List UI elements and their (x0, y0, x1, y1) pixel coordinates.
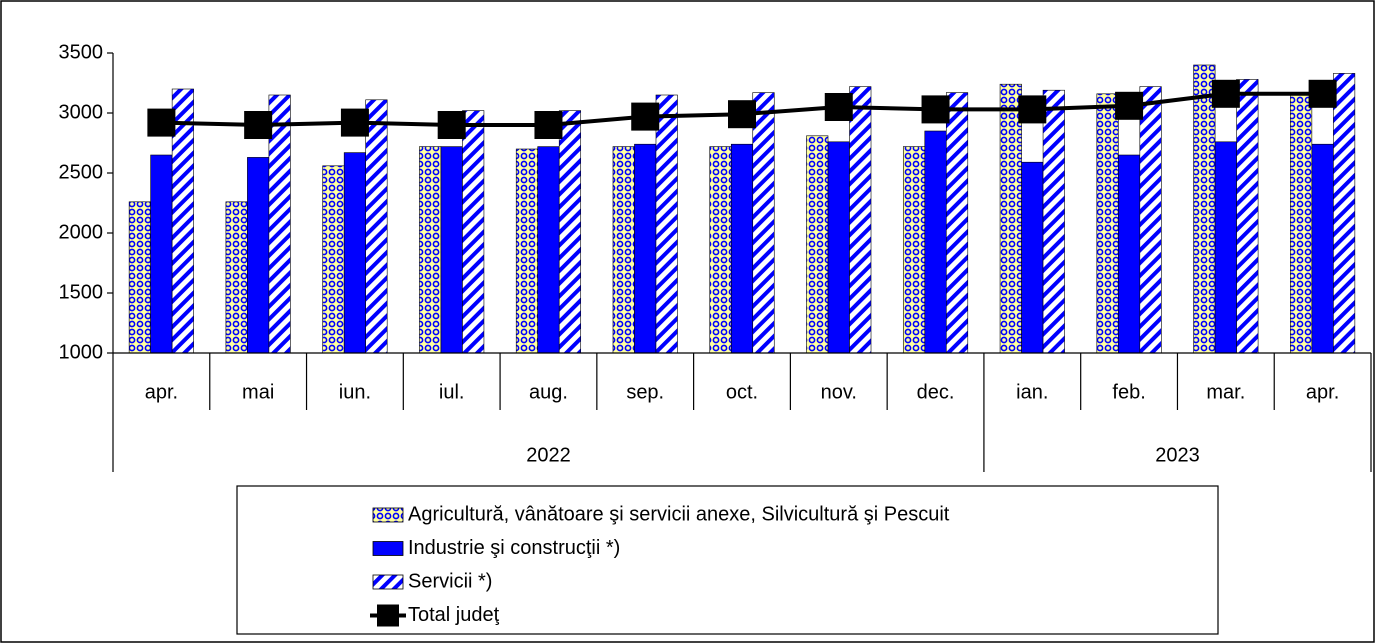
bar (322, 165, 345, 354)
legend-swatch (377, 604, 399, 627)
bar (1021, 161, 1044, 354)
x-tick-label: feb. (1112, 381, 1145, 403)
bar (612, 146, 635, 354)
bar (343, 152, 366, 354)
bar (709, 146, 732, 354)
bar (440, 146, 463, 354)
legend-label: Total judeţ (408, 604, 500, 626)
bar (730, 143, 754, 354)
bar (655, 94, 678, 354)
bar (827, 141, 850, 354)
y-tick-label: 1000 (59, 341, 104, 363)
line-marker (1211, 79, 1240, 108)
legend-label: Servicii *) (408, 570, 492, 592)
x-tick-label: iul. (439, 381, 465, 403)
bar (1333, 73, 1356, 354)
line-marker (921, 95, 950, 124)
x-tick-label: mar. (1206, 381, 1245, 403)
legend-swatch (372, 574, 404, 590)
legend-label: Agricultură, vânătoare şi servicii anexe… (408, 503, 950, 525)
line-marker (728, 100, 756, 129)
line-marker (824, 93, 853, 121)
x-tick-label: aug. (529, 381, 568, 403)
line-marker (631, 102, 660, 131)
bar (849, 86, 872, 354)
bar (247, 157, 270, 354)
bar (128, 201, 151, 354)
bar (558, 110, 582, 354)
bar (225, 201, 248, 354)
bar (1311, 143, 1334, 354)
line-marker (244, 111, 273, 139)
year-label: 2023 (1155, 444, 1200, 466)
bar (365, 99, 388, 354)
bar (924, 130, 947, 354)
bar (1042, 89, 1065, 354)
y-tick-label: 1500 (59, 281, 104, 303)
y-tick-label: 2500 (59, 161, 104, 183)
x-tick-label: apr. (145, 381, 178, 403)
bar (150, 154, 173, 354)
x-tick-label: iun. (339, 381, 371, 403)
bar (806, 135, 829, 354)
x-tick-label: oct. (726, 381, 758, 403)
x-tick-label: dec. (917, 381, 955, 403)
bar (462, 110, 485, 354)
x-tick-label: nov. (821, 381, 857, 403)
bar (945, 92, 969, 354)
line-marker (1308, 79, 1337, 108)
bar (999, 83, 1022, 354)
y-tick-label: 3000 (59, 101, 104, 123)
line-marker (1115, 91, 1144, 120)
bar (1096, 93, 1119, 354)
legend-swatch (372, 507, 404, 523)
bar (902, 146, 926, 354)
y-tick-label: 3500 (59, 41, 104, 63)
x-tick-label: mai (242, 381, 274, 403)
y-tick-label: 2000 (59, 221, 104, 243)
line-marker (534, 111, 563, 139)
bar (1139, 86, 1162, 354)
bar (537, 146, 560, 354)
bar (515, 148, 539, 354)
x-tick-label: ian. (1016, 381, 1048, 403)
bar (752, 92, 775, 354)
bar (419, 146, 442, 354)
line-marker (1018, 95, 1047, 124)
bar (1118, 154, 1141, 354)
bar (1193, 64, 1216, 354)
line-marker (437, 111, 466, 139)
legend-label: Industrie şi construcţii *) (408, 537, 620, 559)
bar (1290, 92, 1313, 354)
x-tick-label: sep. (626, 381, 664, 403)
x-tick-label: apr. (1306, 381, 1339, 403)
line-marker (147, 108, 176, 137)
line-marker (340, 108, 369, 137)
legend-swatch (372, 541, 404, 556)
bar (1236, 79, 1259, 354)
bar (634, 143, 657, 354)
bar (1214, 141, 1237, 354)
year-label: 2022 (526, 444, 571, 466)
